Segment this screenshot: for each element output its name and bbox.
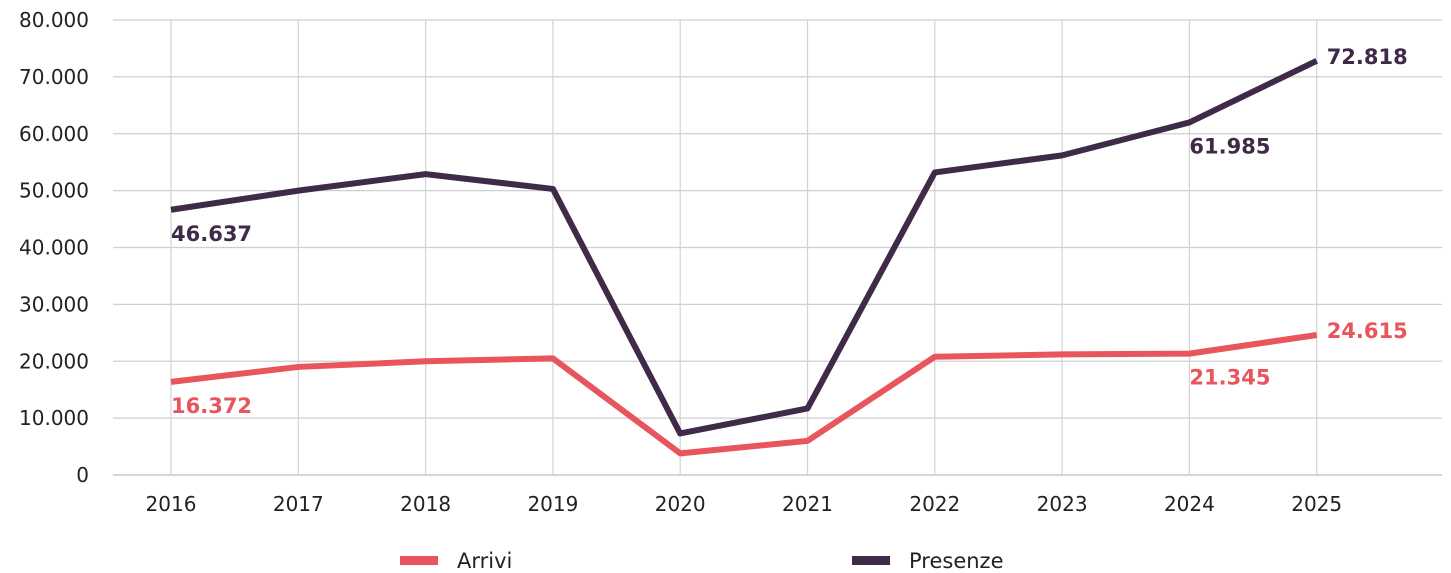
x-tick-label: 2016 bbox=[146, 492, 197, 516]
grid bbox=[113, 19, 1442, 476]
x-tick-label: 2024 bbox=[1164, 492, 1215, 516]
data-label: 16.372 bbox=[171, 394, 252, 418]
y-tick-label: 10.000 bbox=[19, 406, 89, 430]
data-labels: 16.372 21.345 24.615 46.637 61.985 72.818 bbox=[171, 45, 1408, 418]
y-tick-label: 60.000 bbox=[19, 122, 89, 146]
legend-swatch-presenze bbox=[852, 556, 890, 565]
y-tick-label: 70.000 bbox=[19, 65, 89, 89]
x-tick-label: 2025 bbox=[1291, 492, 1342, 516]
series-line-presenze bbox=[170, 58, 1319, 437]
x-tick-label: 2018 bbox=[400, 492, 451, 516]
y-tick-label: 20.000 bbox=[19, 349, 89, 373]
legend-label: Presenze bbox=[909, 549, 1004, 573]
data-label: 46.637 bbox=[171, 222, 252, 246]
series-line-arrivi bbox=[170, 332, 1318, 457]
data-label: 21.345 bbox=[1189, 366, 1270, 390]
y-axis-ticks: 0 10.000 20.000 30.000 40.000 50.000 60.000 70.… bbox=[19, 8, 89, 487]
x-tick-label: 2020 bbox=[655, 492, 706, 516]
data-label: 72.818 bbox=[1327, 45, 1408, 69]
legend-swatch-arrivi bbox=[400, 556, 438, 565]
y-tick-label: 0 bbox=[76, 463, 89, 487]
x-axis-ticks: 2016 2017 2018 2019 2020 2021 2022 2023 2024 2025 bbox=[146, 492, 1343, 516]
y-tick-label: 30.000 bbox=[19, 292, 89, 316]
legend: Arrivi Presenze bbox=[400, 549, 1004, 573]
series-lines bbox=[170, 58, 1319, 457]
data-label: 61.985 bbox=[1189, 134, 1270, 158]
legend-label: Arrivi bbox=[457, 549, 512, 573]
x-tick-label: 2023 bbox=[1037, 492, 1088, 516]
x-tick-label: 2017 bbox=[273, 492, 324, 516]
y-tick-label: 40.000 bbox=[19, 236, 89, 260]
y-tick-label: 50.000 bbox=[19, 179, 89, 203]
y-tick-label: 80.000 bbox=[19, 8, 89, 32]
data-label: 24.615 bbox=[1327, 319, 1408, 343]
x-tick-label: 2019 bbox=[527, 492, 578, 516]
x-tick-label: 2022 bbox=[909, 492, 960, 516]
x-tick-label: 2021 bbox=[782, 492, 833, 516]
